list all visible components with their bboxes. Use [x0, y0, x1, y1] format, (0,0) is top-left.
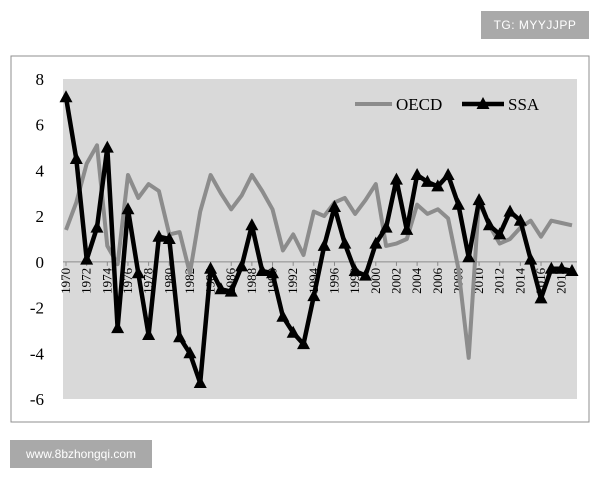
ssa-data-point	[565, 264, 579, 276]
legend-marker-ssa	[476, 97, 490, 109]
ssa-data-point	[420, 174, 434, 187]
x-tick-label: 1982	[182, 268, 197, 294]
ssa-data-point	[173, 330, 187, 343]
ssa-data-point	[297, 337, 311, 350]
ssa-data-point	[400, 222, 414, 235]
y-tick-label: 8	[36, 70, 45, 89]
legend-label-oecd: OECD	[396, 95, 442, 114]
ssa-data-point	[193, 376, 207, 388]
ssa-data-point	[59, 90, 73, 103]
ssa-data-point	[358, 268, 372, 281]
ssa-data-point	[338, 236, 352, 249]
ssa-data-point	[131, 266, 145, 279]
x-tick-label: 1972	[79, 268, 94, 294]
ssa-data-point	[379, 220, 393, 233]
ssa-data-point	[224, 284, 238, 297]
ssa-data-point	[555, 261, 569, 274]
y-tick-label: 0	[36, 253, 45, 272]
y-tick-label: 2	[36, 207, 45, 226]
ssa-data-point	[214, 282, 228, 295]
ssa-data-point	[389, 172, 403, 185]
ssa-data-point	[369, 236, 383, 249]
x-tick-label: 2006	[430, 267, 445, 294]
ssa-data-point	[472, 193, 486, 206]
ssa-data-point	[462, 250, 476, 263]
x-tick-label: 1992	[285, 268, 300, 294]
ssa-data-point	[142, 328, 156, 340]
ssa-data-point	[69, 152, 83, 164]
ssa-data-point	[245, 218, 259, 231]
series-layer	[59, 90, 579, 388]
ssa-data-point	[503, 204, 517, 217]
series-ssa	[59, 90, 579, 388]
legend: OECD SSA	[355, 95, 540, 114]
y-tick-label: -6	[30, 390, 44, 409]
ssa-data-point	[255, 264, 269, 276]
ssa-data-point	[524, 252, 538, 265]
series-line-ssa	[63, 96, 573, 386]
ssa-data-point	[493, 227, 507, 240]
ssa-data-point	[121, 202, 135, 215]
y-tick-label: -4	[30, 344, 45, 363]
ssa-data-point	[544, 261, 558, 274]
plot-area	[63, 79, 577, 399]
y-tick-label: 4	[36, 161, 45, 180]
y-tick-label: 6	[36, 116, 45, 135]
ssa-data-point	[307, 289, 321, 302]
legend-label-ssa: SSA	[508, 95, 540, 114]
ssa-data-point	[266, 266, 280, 279]
x-tick-label: 1996	[326, 267, 341, 294]
ssa-data-point	[162, 232, 176, 244]
ssa-data-point	[410, 168, 424, 180]
ssa-data-point	[482, 218, 496, 231]
watermark-badge-bottom: www.8bzhongqi.com	[10, 440, 152, 468]
ssa-data-point	[317, 238, 331, 251]
ssa-data-point	[451, 197, 465, 210]
x-tick-label: 2002	[388, 268, 403, 294]
ssa-data-point	[183, 346, 197, 359]
y-tick-label: -2	[30, 299, 44, 318]
ssa-data-point	[100, 140, 114, 153]
watermark-badge-top: TG: MYYJJPP	[481, 11, 589, 39]
ssa-data-point	[276, 309, 290, 322]
x-tick-label: 2014	[512, 267, 527, 294]
ssa-data-point	[204, 261, 218, 274]
ssa-data-point	[152, 229, 166, 242]
ssa-data-point	[348, 264, 362, 276]
x-tick-label: 2000	[368, 268, 383, 294]
x-tick-label: 1988	[244, 268, 259, 294]
ssa-data-point	[327, 200, 341, 212]
y-axis-ticks: 8 6 4 2 0 -2 -4 -6	[30, 70, 577, 409]
x-tick-label: 2004	[409, 267, 424, 294]
ssa-data-point	[111, 321, 125, 334]
x-tick-label: 1974	[99, 267, 114, 294]
ssa-data-point	[513, 213, 527, 226]
ssa-data-point	[431, 179, 445, 192]
x-tick-label: 2018	[554, 268, 569, 294]
ssa-data-point	[90, 220, 104, 233]
x-tick-label: 2012	[492, 268, 507, 294]
ssa-data-point	[235, 259, 249, 272]
ssa-data-point	[441, 168, 455, 180]
ssa-data-point	[534, 291, 548, 304]
ssa-data-point	[80, 252, 94, 265]
x-tick-label: 1970	[58, 268, 73, 294]
ssa-data-point	[286, 325, 300, 338]
